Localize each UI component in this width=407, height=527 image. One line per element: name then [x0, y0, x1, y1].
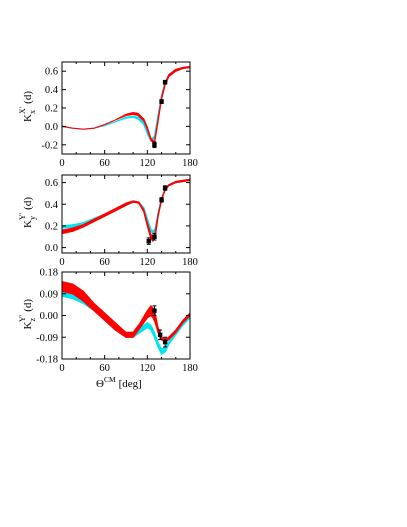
y-axis-label-sub: z: [28, 318, 37, 322]
plot-frame: [61, 174, 191, 254]
y-axis-label-main: K: [22, 322, 34, 330]
data-point: [162, 79, 168, 85]
y-tick-label: 0.00: [40, 311, 58, 322]
series-band-red: [62, 178, 190, 242]
data-point: [159, 197, 164, 203]
chart-panel-1: 0 60 120 180 -0.2 0.0 0.2 0.4 0.6 KxX' (d): [18, 61, 198, 169]
x-axis-label-suffix: [deg]: [119, 378, 142, 390]
plot-area: [62, 66, 190, 145]
y-axis-label: KyY' (d): [18, 197, 37, 228]
y-axis-label-sub: y: [28, 216, 37, 220]
plot-area: [62, 281, 190, 355]
y-tick-label: 0.2: [45, 104, 58, 115]
point-marker: [146, 238, 151, 244]
series-band-cyan: [62, 66, 190, 142]
data-point: [162, 336, 168, 348]
x-tick-label: 60: [99, 257, 110, 268]
y-axis-label-suffix: (d): [22, 197, 34, 210]
y-axis-label-main: K: [22, 220, 34, 228]
x-axis-label-main: Θ: [96, 378, 104, 390]
point-marker: [152, 234, 157, 239]
point-marker: [162, 185, 168, 191]
y-tick-label: 0.4: [45, 85, 59, 96]
x-tick-label: 180: [182, 363, 198, 374]
point-marker: [152, 308, 157, 313]
chart-panel-2: 0 60 120 180 0.0 0.2 0.4 0.6 KyY' (d): [18, 174, 198, 268]
x-tick-label: 0: [59, 363, 64, 374]
y-axis-label-main: K: [22, 114, 34, 122]
x-tick-label: 120: [139, 158, 155, 169]
point-marker: [159, 197, 164, 203]
point-marker: [157, 332, 163, 338]
x-tick-label: 0: [59, 257, 64, 268]
y-axis-label: KzY' (d): [18, 299, 37, 330]
data-point: [152, 305, 157, 316]
y-axis-label-sup: Y': [18, 314, 27, 322]
x-tick-label: 120: [139, 363, 155, 374]
x-tick-label: 120: [139, 257, 155, 268]
data-point: [152, 141, 157, 149]
x-tick-label: 0: [59, 158, 64, 169]
y-axis-label-sup: X': [18, 106, 27, 114]
data-point: [152, 233, 157, 241]
point-marker: [152, 142, 157, 147]
y-tick-label: 0.6: [45, 67, 58, 78]
x-tick-label: 180: [182, 257, 198, 268]
x-axis-label-sup: CM: [104, 375, 116, 384]
x-tick-label: 180: [182, 158, 198, 169]
y-axis-label-sup: Y': [18, 212, 27, 220]
y-axis-label-sub: x: [28, 110, 37, 114]
y-tick-label: 0.6: [45, 178, 58, 189]
series-band-red: [62, 66, 190, 145]
x-axis-label: ΘCM [deg]: [96, 375, 142, 390]
plot-area: [62, 178, 190, 242]
series-band-red: [62, 281, 190, 343]
y-tick-label: 0.0: [45, 122, 58, 133]
y-tick-label: 0.0: [45, 243, 58, 254]
y-tick-label: 0.18: [40, 268, 58, 279]
x-tick-label: 60: [99, 363, 110, 374]
plot-frame: [61, 271, 191, 360]
y-tick-label: 0.4: [45, 200, 59, 211]
point-marker: [162, 339, 168, 345]
y-tick-label: 0.09: [40, 289, 58, 300]
chart-panel-3: 0 60 120 180 -0.18 -0.09 0.00 0.09 0.18 KzY' (d) ΘC…: [18, 268, 198, 391]
x-tick-label: 60: [99, 158, 110, 169]
y-tick-label: -0.09: [36, 333, 58, 344]
data-point: [159, 99, 164, 104]
point-marker: [162, 80, 168, 85]
y-tick-label: 0.2: [45, 221, 58, 232]
data-point: [157, 329, 163, 341]
y-tick-label: -0.2: [41, 140, 58, 151]
y-axis-label-suffix: (d): [22, 299, 34, 312]
y-axis-label: KxX' (d): [18, 91, 37, 122]
y-axis-label-suffix: (d): [22, 91, 34, 104]
data-point: [162, 185, 168, 191]
y-tick-label: -0.18: [36, 355, 58, 366]
data-point: [146, 237, 151, 245]
point-marker: [159, 99, 164, 104]
